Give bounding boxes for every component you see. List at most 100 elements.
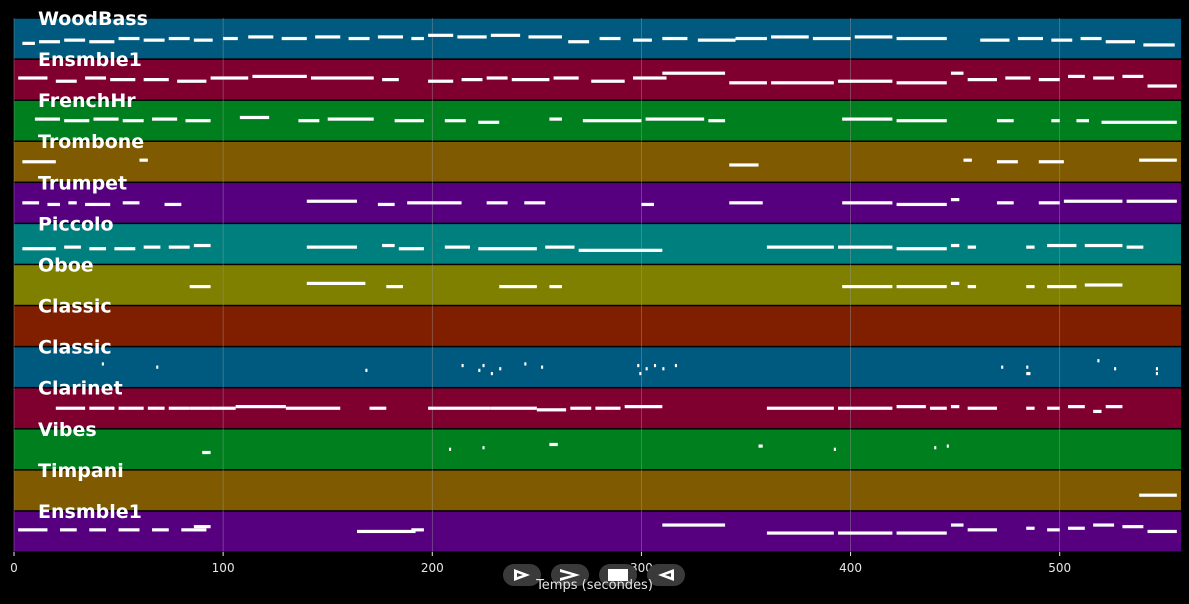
note	[152, 528, 169, 532]
note	[143, 78, 169, 82]
note	[139, 158, 148, 162]
note	[1051, 38, 1073, 42]
note	[662, 36, 688, 41]
note	[735, 36, 767, 41]
note	[896, 405, 926, 409]
note	[93, 117, 119, 121]
note	[486, 201, 508, 205]
x-tick-label: 400	[839, 561, 862, 575]
note	[1084, 283, 1102, 287]
note	[1122, 74, 1144, 79]
note	[490, 33, 521, 37]
note	[239, 115, 270, 120]
note	[181, 528, 207, 532]
note	[143, 38, 165, 42]
track-band	[14, 141, 1181, 182]
grid-layer	[13, 18, 1061, 552]
note	[369, 406, 387, 410]
note	[122, 119, 144, 123]
note	[930, 406, 947, 410]
note	[164, 202, 182, 207]
note	[854, 35, 893, 39]
note	[55, 406, 86, 410]
note	[996, 160, 1018, 164]
note	[1105, 405, 1123, 409]
note	[499, 285, 537, 289]
note	[490, 371, 493, 376]
note	[524, 201, 546, 205]
note	[896, 285, 947, 289]
note	[22, 247, 56, 251]
note	[411, 528, 424, 532]
note	[444, 245, 470, 249]
note	[812, 36, 851, 41]
note	[1005, 76, 1031, 80]
note	[252, 74, 307, 79]
note	[1122, 525, 1144, 529]
note	[708, 119, 726, 123]
note	[110, 78, 136, 82]
note	[89, 247, 107, 251]
note	[1155, 367, 1158, 371]
note	[896, 247, 947, 251]
note	[553, 76, 579, 80]
note	[89, 40, 115, 44]
note	[950, 523, 964, 527]
note	[64, 38, 86, 42]
note	[22, 201, 40, 205]
note	[1155, 371, 1158, 376]
note	[653, 363, 657, 368]
note	[545, 245, 575, 249]
note	[449, 447, 452, 451]
note	[599, 36, 621, 41]
note	[1038, 160, 1064, 164]
note	[1038, 201, 1060, 205]
notes-layer	[18, 33, 1177, 535]
note	[541, 365, 544, 369]
track-label: Classic	[38, 337, 112, 359]
note	[511, 78, 550, 82]
note	[1097, 359, 1100, 363]
note	[950, 405, 960, 409]
note	[729, 201, 763, 205]
note	[490, 406, 537, 410]
note	[1126, 199, 1177, 203]
note	[946, 444, 949, 448]
note	[122, 201, 140, 205]
note	[1147, 529, 1177, 534]
note	[1068, 526, 1085, 530]
note	[118, 36, 140, 41]
x-tick-label: 200	[421, 561, 444, 575]
track-label: WoodBass	[38, 8, 148, 30]
note	[536, 408, 567, 412]
note	[428, 79, 454, 83]
note	[996, 119, 1014, 123]
note	[1126, 245, 1144, 249]
note	[1047, 243, 1077, 248]
note	[1076, 119, 1089, 123]
note	[996, 201, 1014, 205]
note	[549, 117, 562, 121]
note	[281, 36, 307, 41]
note	[482, 363, 485, 368]
note	[549, 442, 558, 447]
track-band	[14, 347, 1181, 387]
note	[18, 528, 48, 532]
track-label: Piccolo	[38, 213, 114, 235]
note	[202, 450, 211, 455]
track-label: FrenchHr	[38, 90, 136, 112]
note	[377, 35, 403, 39]
track-band	[14, 470, 1181, 511]
note	[838, 79, 893, 83]
note	[950, 281, 960, 285]
back-button[interactable]	[647, 564, 685, 586]
note	[1101, 283, 1123, 287]
note	[697, 38, 736, 42]
stop-button[interactable]	[599, 564, 637, 586]
play-button[interactable]	[503, 564, 541, 586]
note	[1068, 405, 1085, 409]
next-button[interactable]	[551, 564, 589, 586]
track-band	[14, 265, 1181, 305]
note	[398, 247, 424, 251]
tracks-layer	[14, 18, 1181, 552]
